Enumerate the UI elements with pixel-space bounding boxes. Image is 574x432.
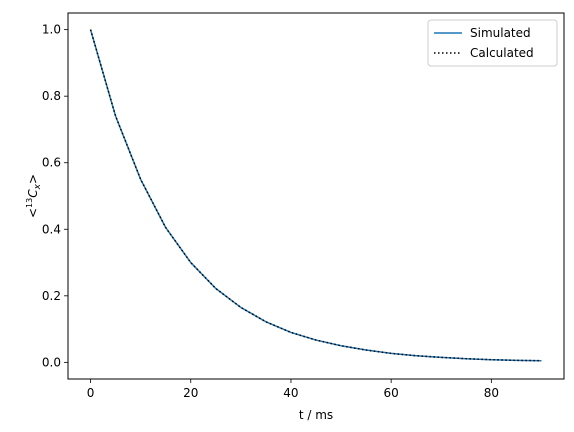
y-label-prefix: < [26,208,40,218]
series-layer [89,29,542,362]
x-tick-label: 80 [484,386,499,400]
y-label-suffix: > [26,174,40,184]
series-line-simulated [89,29,542,362]
y-axis-ticks: 0.0 0.2 0.4 0.6 0.8 1.0 [42,23,68,369]
x-tick-label: 20 [183,386,198,400]
y-tick-label: 0.6 [42,156,61,170]
x-axis-label: t / ms [299,408,333,422]
series-line-calculated [89,29,542,362]
legend-label-calculated: Calculated [470,46,534,60]
y-label-subscript: x [33,183,43,190]
y-tick-label: 1.0 [42,23,61,37]
plot-frame [67,12,565,380]
y-label-main: C [26,189,40,198]
y-tick-label: 0.4 [42,222,61,236]
x-tick-label: 40 [283,386,298,400]
x-tick-label: 0 [87,386,95,400]
x-axis-ticks: 0 20 40 60 80 [87,379,499,400]
y-tick-label: 0.2 [42,289,61,303]
y-label-superscript: 13 [25,198,34,208]
y-axis-label: <13Cx> [25,174,43,218]
legend-box [427,19,558,67]
legend: Simulated Calculated [427,19,558,67]
x-tick-label: 60 [384,386,399,400]
legend-label-simulated: Simulated [470,26,531,40]
y-tick-label: 0.8 [42,89,61,103]
y-tick-label: 0.0 [42,355,61,369]
